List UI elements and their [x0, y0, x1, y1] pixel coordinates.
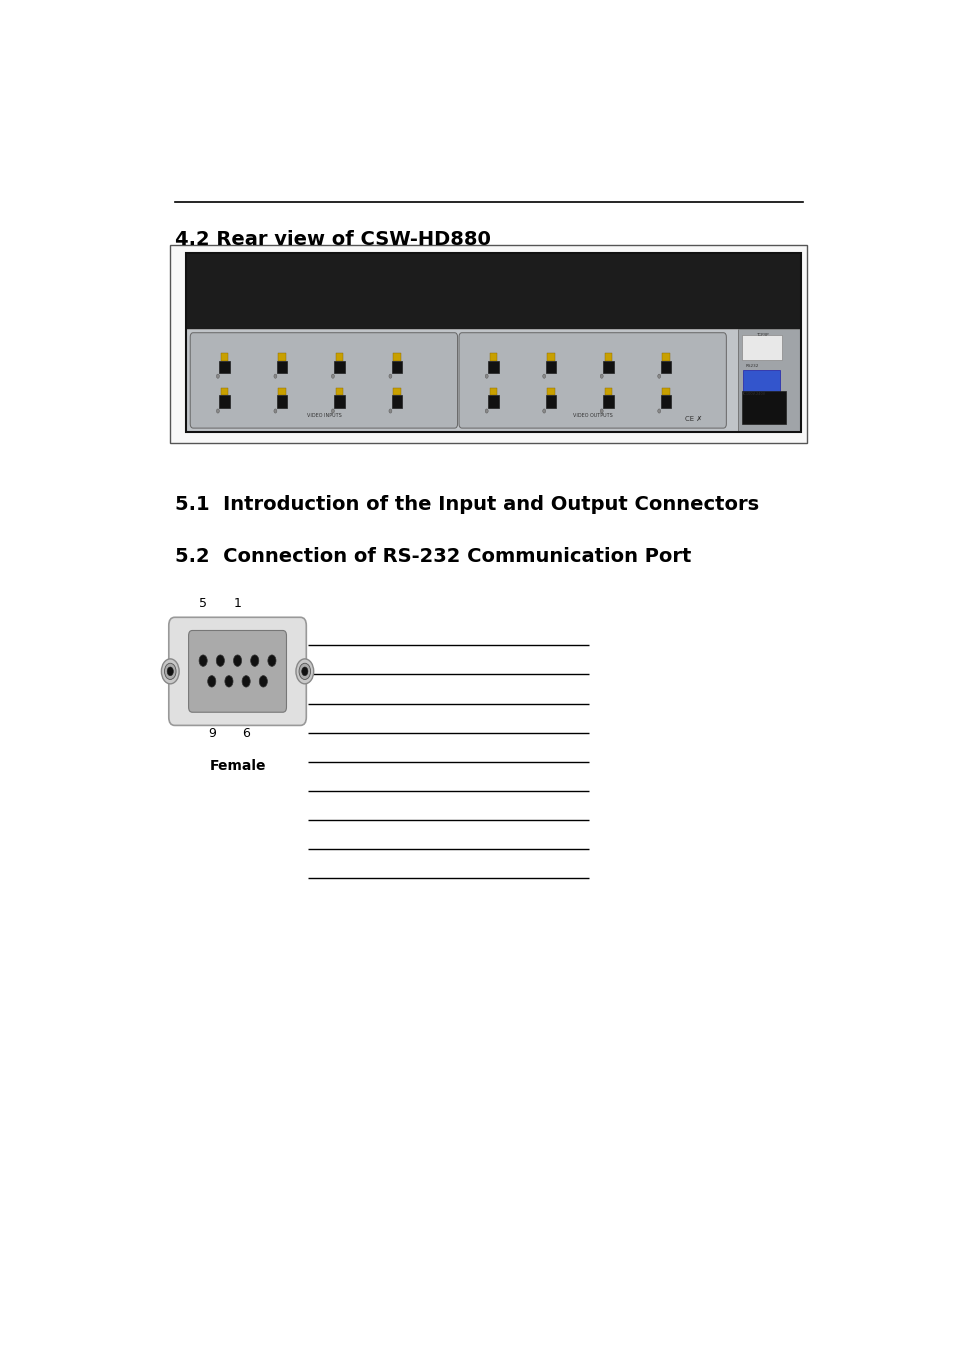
FancyBboxPatch shape: [278, 389, 286, 396]
Text: TCP/IP: TCP/IP: [756, 332, 768, 336]
Circle shape: [599, 409, 602, 413]
Circle shape: [389, 409, 392, 413]
Circle shape: [542, 409, 545, 413]
Circle shape: [164, 663, 176, 679]
FancyBboxPatch shape: [392, 396, 402, 408]
FancyBboxPatch shape: [488, 360, 498, 373]
Circle shape: [233, 655, 241, 667]
Text: 6: 6: [242, 728, 250, 741]
Text: CE ✗: CE ✗: [684, 416, 701, 421]
Text: 4.2 Rear view of CSW-HD880: 4.2 Rear view of CSW-HD880: [174, 230, 490, 248]
FancyBboxPatch shape: [278, 354, 286, 360]
FancyBboxPatch shape: [189, 630, 286, 713]
Circle shape: [199, 655, 207, 667]
FancyBboxPatch shape: [276, 360, 287, 373]
FancyBboxPatch shape: [741, 335, 781, 359]
FancyBboxPatch shape: [742, 370, 780, 393]
Circle shape: [295, 659, 314, 684]
FancyBboxPatch shape: [170, 246, 806, 443]
Circle shape: [485, 374, 488, 378]
Text: 1: 1: [233, 597, 241, 610]
Text: RS232: RS232: [744, 364, 758, 369]
Circle shape: [657, 409, 660, 413]
Circle shape: [216, 374, 219, 378]
FancyBboxPatch shape: [602, 396, 613, 408]
FancyBboxPatch shape: [661, 354, 669, 360]
FancyBboxPatch shape: [489, 389, 497, 396]
Text: VIDEO INPUTS: VIDEO INPUTS: [306, 413, 341, 417]
Circle shape: [331, 409, 335, 413]
FancyBboxPatch shape: [545, 360, 556, 373]
FancyBboxPatch shape: [604, 354, 612, 360]
FancyBboxPatch shape: [393, 389, 400, 396]
FancyBboxPatch shape: [547, 354, 554, 360]
FancyBboxPatch shape: [489, 354, 497, 360]
Text: VIDEO OUTPUTS: VIDEO OUTPUTS: [572, 413, 612, 417]
FancyBboxPatch shape: [738, 328, 801, 432]
Text: 9: 9: [208, 728, 215, 741]
FancyBboxPatch shape: [335, 396, 344, 408]
Circle shape: [331, 374, 335, 378]
Circle shape: [225, 675, 233, 687]
Circle shape: [161, 659, 179, 684]
Circle shape: [389, 374, 392, 378]
FancyBboxPatch shape: [604, 389, 612, 396]
FancyBboxPatch shape: [661, 389, 669, 396]
FancyBboxPatch shape: [547, 389, 554, 396]
FancyBboxPatch shape: [335, 360, 344, 373]
FancyBboxPatch shape: [219, 396, 230, 408]
Circle shape: [167, 667, 173, 676]
FancyBboxPatch shape: [392, 360, 402, 373]
FancyBboxPatch shape: [545, 396, 556, 408]
FancyBboxPatch shape: [335, 389, 343, 396]
FancyBboxPatch shape: [660, 360, 670, 373]
FancyBboxPatch shape: [660, 396, 670, 408]
Circle shape: [542, 374, 545, 378]
Circle shape: [268, 655, 275, 667]
FancyBboxPatch shape: [741, 390, 785, 424]
FancyBboxPatch shape: [393, 354, 400, 360]
FancyBboxPatch shape: [458, 332, 725, 428]
Text: 5.1  Introduction of the Input and Output Connectors: 5.1 Introduction of the Input and Output…: [174, 494, 758, 513]
FancyBboxPatch shape: [602, 360, 613, 373]
Circle shape: [216, 655, 224, 667]
Text: 5: 5: [199, 597, 207, 610]
Circle shape: [216, 409, 219, 413]
Circle shape: [208, 675, 215, 687]
FancyBboxPatch shape: [186, 254, 801, 328]
FancyBboxPatch shape: [488, 396, 498, 408]
Text: Female: Female: [209, 759, 266, 772]
FancyBboxPatch shape: [276, 396, 287, 408]
FancyBboxPatch shape: [219, 360, 230, 373]
Circle shape: [251, 655, 258, 667]
Text: AC100V-240V: AC100V-240V: [741, 392, 765, 396]
Circle shape: [259, 675, 267, 687]
Circle shape: [301, 667, 308, 676]
Circle shape: [298, 663, 311, 679]
FancyBboxPatch shape: [221, 389, 228, 396]
FancyBboxPatch shape: [169, 617, 306, 725]
FancyBboxPatch shape: [190, 332, 457, 428]
Circle shape: [274, 374, 276, 378]
Circle shape: [274, 409, 276, 413]
Circle shape: [657, 374, 660, 378]
FancyBboxPatch shape: [221, 354, 228, 360]
Circle shape: [599, 374, 602, 378]
FancyBboxPatch shape: [186, 328, 738, 432]
Circle shape: [485, 409, 488, 413]
Circle shape: [242, 675, 250, 687]
FancyBboxPatch shape: [335, 354, 343, 360]
Text: 5.2  Connection of RS-232 Communication Port: 5.2 Connection of RS-232 Communication P…: [174, 547, 690, 566]
